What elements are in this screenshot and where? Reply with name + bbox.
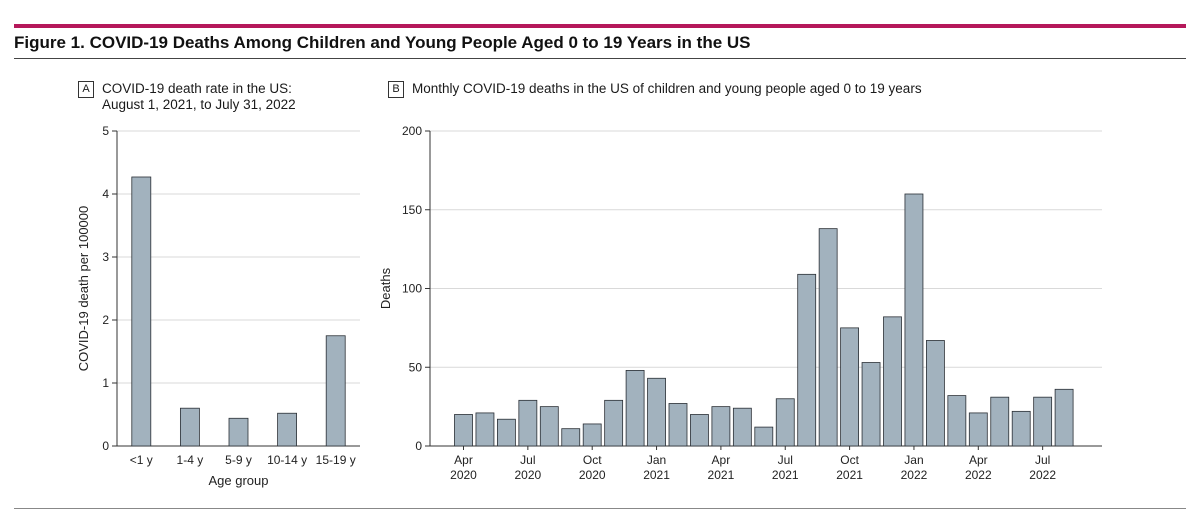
bar bbox=[179, 407, 200, 447]
x-tick-year: 2022 bbox=[965, 468, 992, 482]
bar bbox=[1054, 388, 1074, 447]
bar bbox=[904, 193, 924, 447]
x-tick-month: Oct bbox=[583, 453, 602, 467]
bar bbox=[754, 426, 774, 447]
x-axis-title: Age group bbox=[209, 473, 269, 488]
panel-a-title-line1: COVID-19 death rate in the US: bbox=[102, 81, 292, 96]
bar bbox=[561, 428, 581, 447]
bar bbox=[454, 414, 473, 447]
bar bbox=[861, 362, 881, 447]
x-tick-month: Jan bbox=[647, 453, 666, 467]
bar bbox=[496, 418, 516, 447]
x-tick-label: 1-4 y bbox=[177, 453, 204, 467]
bar bbox=[518, 399, 538, 447]
bar bbox=[277, 412, 298, 447]
bar bbox=[690, 414, 709, 447]
bar bbox=[131, 176, 152, 447]
bar bbox=[475, 412, 495, 447]
bar bbox=[711, 406, 731, 447]
y-tick-label: 50 bbox=[409, 360, 423, 374]
panel-b-letter: B bbox=[388, 81, 404, 98]
y-tick-label: 200 bbox=[402, 124, 422, 138]
x-tick-month: Apr bbox=[969, 453, 988, 467]
y-tick-label: 1 bbox=[102, 376, 109, 390]
bar bbox=[840, 327, 859, 447]
x-tick-label: <1 y bbox=[130, 453, 153, 467]
bar bbox=[775, 398, 795, 447]
y-axis-title: COVID-19 death per 100000 bbox=[76, 206, 91, 372]
panel-b-header: B Monthly COVID-19 deaths in the US of ch… bbox=[388, 81, 922, 98]
y-tick-label: 5 bbox=[102, 124, 109, 138]
panel-b-title: Monthly COVID-19 deaths in the US of chi… bbox=[412, 81, 922, 96]
figure-title: Figure 1. COVID-19 Deaths Among Children… bbox=[14, 33, 751, 52]
x-tick-label: 5-9 y bbox=[225, 453, 252, 467]
bar bbox=[539, 406, 559, 447]
panel-a-title-line2: August 1, 2021, to July 31, 2022 bbox=[102, 97, 296, 112]
x-tick-year: 2021 bbox=[836, 468, 863, 482]
bar bbox=[926, 340, 945, 447]
y-tick-label: 150 bbox=[402, 203, 422, 217]
x-tick-year: 2021 bbox=[708, 468, 735, 482]
x-tick-year: 2020 bbox=[579, 468, 606, 482]
x-tick-month: Jul bbox=[1035, 453, 1050, 467]
panel-a-header: A COVID-19 death rate in the US: August 1,… bbox=[78, 81, 296, 113]
x-tick-label: 15-19 y bbox=[316, 453, 356, 467]
title-divider bbox=[14, 58, 1186, 59]
x-tick-year: 2020 bbox=[450, 468, 477, 482]
bar bbox=[668, 403, 688, 447]
x-tick-month: Jul bbox=[778, 453, 793, 467]
y-tick-label: 2 bbox=[102, 313, 109, 327]
x-tick-month: Apr bbox=[712, 453, 731, 467]
y-tick-label: 0 bbox=[415, 439, 422, 453]
bar bbox=[818, 228, 838, 447]
bar bbox=[647, 377, 666, 447]
bar bbox=[732, 407, 752, 447]
x-tick-month: Jul bbox=[520, 453, 535, 467]
bar bbox=[604, 399, 624, 447]
bar bbox=[582, 423, 602, 447]
x-tick-year: 2021 bbox=[772, 468, 799, 482]
y-tick-label: 100 bbox=[402, 282, 422, 296]
x-tick-year: 2021 bbox=[643, 468, 670, 482]
bar bbox=[968, 412, 988, 447]
x-tick-month: Jan bbox=[904, 453, 923, 467]
panel-a-letter: A bbox=[78, 81, 94, 98]
x-tick-month: Apr bbox=[454, 453, 473, 467]
bar bbox=[1011, 410, 1031, 447]
accent-bar bbox=[14, 24, 1186, 28]
bar bbox=[1033, 396, 1053, 447]
bottom-divider bbox=[14, 508, 1186, 509]
y-tick-label: 0 bbox=[102, 439, 109, 453]
bar bbox=[990, 396, 1010, 447]
bar bbox=[883, 316, 902, 447]
x-tick-year: 2020 bbox=[514, 468, 541, 482]
x-tick-label: 10-14 y bbox=[267, 453, 307, 467]
y-tick-label: 4 bbox=[102, 187, 109, 201]
y-tick-label: 3 bbox=[102, 250, 109, 264]
y-axis-title: Deaths bbox=[378, 267, 393, 309]
bar bbox=[797, 273, 817, 447]
bar bbox=[228, 417, 249, 447]
bar bbox=[625, 369, 645, 447]
bar bbox=[947, 395, 967, 447]
x-tick-month: Oct bbox=[840, 453, 859, 467]
x-tick-year: 2022 bbox=[1029, 468, 1056, 482]
x-tick-year: 2022 bbox=[901, 468, 928, 482]
bar bbox=[325, 335, 346, 447]
